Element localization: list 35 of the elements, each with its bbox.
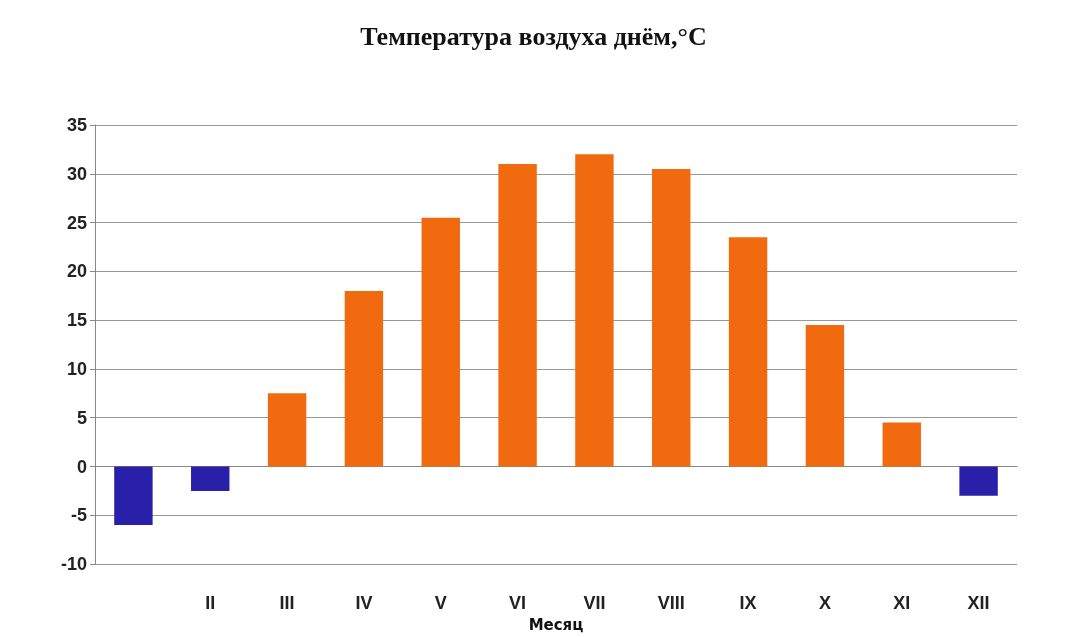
x-tick-label: VIII xyxy=(657,593,685,614)
x-tick-label: VI xyxy=(509,593,527,614)
bar xyxy=(498,164,537,467)
y-tick-label: 0 xyxy=(76,456,87,477)
bar xyxy=(728,237,768,467)
y-tick-label: 35 xyxy=(66,115,87,135)
bar xyxy=(575,154,614,467)
bar xyxy=(267,393,307,467)
y-tick-label: 30 xyxy=(66,163,87,184)
x-tick-label: VII xyxy=(583,593,606,614)
x-axis-title: Месяц xyxy=(528,615,584,634)
y-tick-label: 10 xyxy=(66,358,87,379)
x-tick-label: XII xyxy=(967,593,990,614)
bar xyxy=(652,168,691,467)
bar xyxy=(882,422,921,467)
bar xyxy=(344,290,384,467)
chart-title: Температура воздуха днём,°C xyxy=(360,21,707,51)
x-tick-label: III xyxy=(279,593,295,614)
bar xyxy=(191,466,230,491)
x-tick-label: II xyxy=(205,593,216,614)
y-tick-label: -10 xyxy=(60,554,87,575)
x-tick-label: IX xyxy=(739,593,757,614)
y-tick-label: -5 xyxy=(70,505,87,526)
y-tick-label: 20 xyxy=(66,261,87,282)
y-tick-label: 15 xyxy=(66,310,87,331)
x-tick-label: XI xyxy=(893,593,911,614)
x-tick-label: V xyxy=(434,593,447,614)
x-tick-label: X xyxy=(818,593,831,614)
y-tick-label: 25 xyxy=(66,212,87,233)
bar xyxy=(421,217,460,467)
bar xyxy=(805,325,845,467)
bar xyxy=(114,466,153,526)
x-tick-label: IV xyxy=(355,593,373,614)
y-tick-label: 5 xyxy=(76,407,87,428)
bar xyxy=(959,466,998,496)
